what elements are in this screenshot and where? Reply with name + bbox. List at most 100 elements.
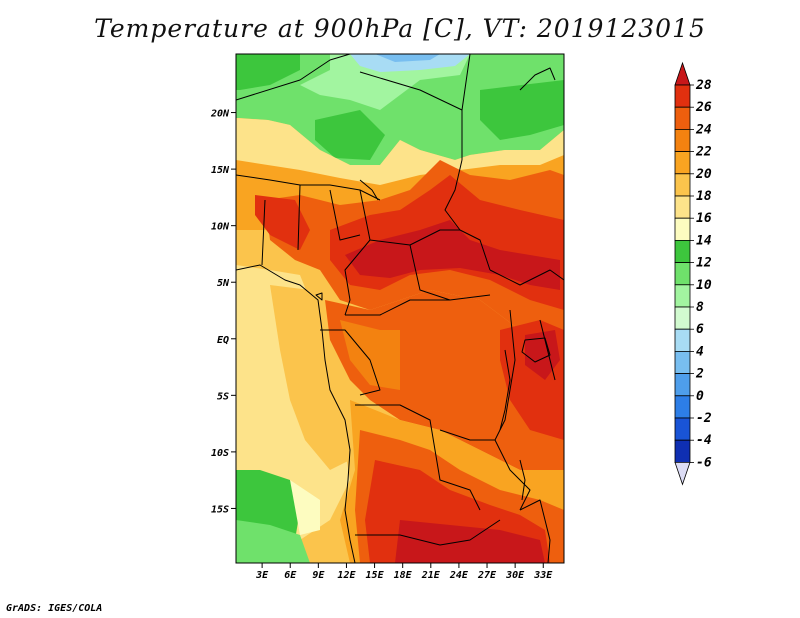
lat-tick-label: 10S bbox=[211, 448, 229, 459]
border-mali-niger bbox=[236, 174, 381, 201]
lat-tick-label: 5N bbox=[217, 278, 230, 289]
colorbar-swatch bbox=[674, 84, 691, 108]
border-nigeria bbox=[261, 184, 361, 266]
red-sea-coast bbox=[519, 67, 556, 91]
colorbar-label: 22 bbox=[695, 145, 712, 160]
colorbar-swatch bbox=[674, 217, 691, 241]
lat-tick-label: 10N bbox=[211, 222, 230, 233]
colorbar-swatch bbox=[674, 439, 691, 463]
field-sw-lightgreen bbox=[236, 520, 310, 563]
colorbar-swatch bbox=[674, 151, 691, 175]
border-drc-east bbox=[494, 309, 516, 441]
field-south-darkred bbox=[395, 520, 545, 563]
lon-tick-label: 30E bbox=[505, 570, 525, 581]
lat-tick-label: EQ bbox=[217, 335, 229, 346]
lake-tanganyika bbox=[499, 349, 511, 431]
border-south-sudan bbox=[489, 269, 564, 286]
colorbar-swatch bbox=[674, 106, 691, 130]
longitude-ticks: 3E 6E 9E 12E 15E 18E 21E 24E 27E 30E 33E bbox=[255, 563, 553, 581]
lon-tick-label: 21E bbox=[421, 570, 441, 581]
colorbar-swatch bbox=[674, 173, 691, 197]
lon-tick-label: 12E bbox=[337, 570, 356, 581]
map-frame bbox=[235, 53, 565, 564]
country-borders bbox=[236, 54, 564, 563]
colorbar-label: 16 bbox=[696, 211, 712, 226]
field-n-green-center bbox=[315, 110, 385, 160]
border-cameroon bbox=[344, 189, 371, 316]
colorbar-swatch bbox=[674, 350, 691, 374]
colorbar-label: -4 bbox=[696, 433, 712, 448]
colorbar-label: 18 bbox=[696, 189, 712, 204]
lat-tick-label: 15S bbox=[211, 504, 229, 515]
colorbar-label: 12 bbox=[696, 256, 712, 271]
colorbar-bottom-arrow bbox=[674, 462, 691, 486]
field-northwest-green bbox=[236, 54, 300, 90]
colorbar-label: 8 bbox=[696, 300, 704, 315]
border-angola bbox=[355, 404, 481, 511]
colorbar-label: 0 bbox=[696, 389, 704, 404]
temperature-field bbox=[236, 54, 564, 563]
colorbar-top-arrow bbox=[674, 61, 691, 86]
border-niger-chad bbox=[359, 71, 463, 111]
lon-tick-label: 9E bbox=[312, 570, 325, 581]
colorbar-label: 26 bbox=[695, 100, 712, 115]
border-zambia bbox=[439, 429, 531, 511]
field-north-lightblue bbox=[375, 54, 440, 62]
grads-credit: GrADS: IGES/COLA bbox=[6, 603, 103, 614]
lake-malawi bbox=[519, 459, 526, 501]
lake-victoria bbox=[521, 337, 551, 363]
field-congo-darkorange bbox=[340, 320, 400, 390]
colorbar-swatch bbox=[674, 195, 691, 219]
field-west-red bbox=[255, 195, 310, 250]
colorbar-label: 28 bbox=[695, 78, 712, 93]
lat-tick-label: 5S bbox=[217, 391, 229, 402]
field-north-cyan bbox=[350, 54, 470, 72]
lon-tick-label: 6E bbox=[284, 570, 297, 581]
border-car bbox=[369, 229, 491, 301]
colorbar-swatch bbox=[674, 284, 691, 308]
colorbar-label: 2 bbox=[695, 367, 704, 382]
field-core-darkred bbox=[345, 220, 560, 290]
lon-tick-label: 24E bbox=[449, 570, 469, 581]
colorbar-label: 14 bbox=[696, 233, 712, 248]
colorbar-label: -2 bbox=[696, 411, 712, 426]
colorbar-swatch bbox=[674, 328, 691, 352]
border-gabon-congo bbox=[320, 329, 381, 396]
colorbar-swatch bbox=[674, 373, 691, 397]
colorbar-label: 24 bbox=[695, 122, 712, 137]
colorbar-label: 20 bbox=[695, 167, 712, 182]
lat-tick-label: 15N bbox=[211, 165, 230, 176]
chart-title: Temperature at 900hPa [C], VT: 201912301… bbox=[94, 14, 706, 43]
field-coastal-orange bbox=[270, 285, 350, 470]
border-drc-north bbox=[345, 299, 450, 316]
field-ne-green bbox=[480, 80, 564, 140]
lon-tick-label: 18E bbox=[394, 570, 413, 581]
colorbar-swatch bbox=[674, 306, 691, 330]
colorbar-label: -6 bbox=[696, 455, 712, 470]
lon-tick-label: 15E bbox=[366, 570, 385, 581]
lon-tick-label: 33E bbox=[533, 570, 553, 581]
border-chad-lake bbox=[359, 179, 379, 201]
lon-tick-label: 3E bbox=[255, 570, 269, 581]
border-east-africa bbox=[539, 319, 556, 381]
colorbar-swatch bbox=[674, 417, 691, 441]
border-chad-sudan bbox=[444, 159, 491, 271]
field-sw-yellow bbox=[290, 480, 320, 535]
island-bioko bbox=[315, 292, 323, 301]
colorbar-label: 10 bbox=[696, 278, 712, 293]
border-algeria-libya bbox=[236, 54, 351, 101]
colorbar-swatch bbox=[674, 239, 691, 263]
colorbar-label: 6 bbox=[696, 322, 704, 337]
latitude-ticks: 20N 15N 10N 5N EQ 5S 10S 15S bbox=[210, 109, 236, 515]
coastline-west bbox=[236, 264, 356, 563]
border-namibia-botswana bbox=[355, 519, 501, 546]
colorbar-swatch bbox=[674, 128, 691, 152]
colorbar-label: 4 bbox=[696, 344, 704, 359]
colorbar-swatch bbox=[674, 262, 691, 286]
colorbar-swatch bbox=[674, 395, 691, 419]
border-mozambique bbox=[519, 499, 551, 563]
lon-tick-label: 27E bbox=[477, 570, 497, 581]
field-east-darkred bbox=[525, 330, 560, 380]
